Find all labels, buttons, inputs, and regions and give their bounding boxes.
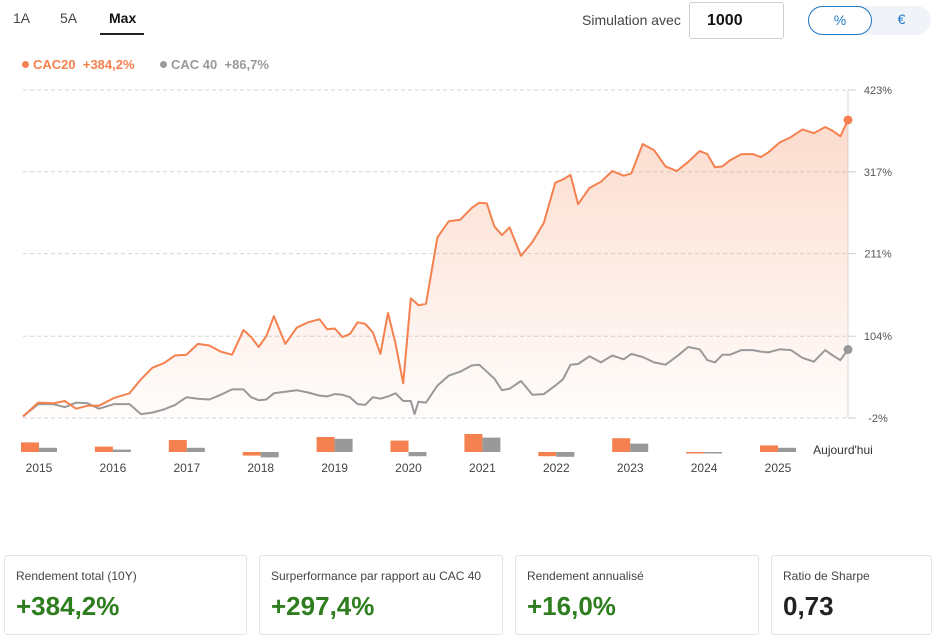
simulation-label: Simulation avec	[582, 12, 681, 28]
stat-label: Rendement annualisé	[527, 569, 644, 583]
legend-item-cac40[interactable]: CAC 40 +86,7%	[160, 57, 269, 72]
annual-bar-cac20	[316, 437, 335, 452]
annual-bar-cac40	[39, 447, 57, 452]
stat-card-outperformance: Surperformance par rapport au CAC 40 +29…	[259, 555, 503, 635]
annual-bar-cac40	[186, 447, 205, 452]
x-tick-label: 2023	[617, 461, 644, 475]
cac40-line	[22, 346, 849, 418]
today-label: Aujourd'hui	[813, 443, 873, 457]
tab-max[interactable]: Max	[109, 10, 137, 26]
annual-bar-cac40	[408, 452, 427, 457]
annual-bar-cac20	[21, 442, 39, 452]
y-tick-label: 317%	[864, 167, 892, 179]
annual-bar-cac20	[686, 452, 705, 454]
annual-bar-cac20	[94, 446, 113, 452]
x-tick-label: 2024	[691, 461, 718, 475]
stat-value: +384,2%	[16, 591, 120, 621]
tab-1a[interactable]: 1A	[13, 10, 31, 26]
annual-bar-cac40	[630, 443, 649, 452]
annual-bar-cac40	[482, 437, 501, 452]
stat-card-total-return: Rendement total (10Y) +384,2%	[4, 555, 247, 635]
x-tick-label: 2020	[395, 461, 422, 475]
annual-bar-cac40	[334, 438, 353, 452]
active-tab-underline	[100, 33, 144, 35]
cac20-end-point	[843, 115, 853, 125]
y-tick-label: -2%	[868, 413, 888, 425]
annual-bar-cac40	[704, 452, 723, 454]
stat-value: +297,4%	[271, 591, 375, 621]
annual-bar-cac20	[538, 452, 557, 457]
annual-bar-cac20	[464, 434, 483, 452]
x-tick-label: 2018	[247, 461, 274, 475]
performance-chart: 423% 317% 211% 104% -2% 2015 2016 2017 2018 2019 2…	[21, 85, 892, 475]
annual-bar-cac40	[112, 449, 131, 452]
y-tick-label: 211%	[864, 249, 892, 261]
x-tick-label: 2019	[321, 461, 348, 475]
annual-bar-cac20	[168, 440, 187, 452]
stat-label: Surperformance par rapport au CAC 40	[271, 569, 482, 583]
y-tick-label: 104%	[864, 331, 892, 343]
annual-bar-cac40	[556, 452, 575, 457]
legend-name-cac20: CAC20	[33, 57, 76, 72]
annual-bar-cac20	[612, 438, 631, 452]
stat-card-annualized-return: Rendement annualisé +16,0%	[515, 555, 759, 635]
legend-item-cac20[interactable]: CAC20 +384,2%	[22, 57, 135, 72]
simulation-amount-input[interactable]	[689, 2, 784, 39]
legend-dot-cac20	[22, 61, 29, 68]
cac40-end-point	[843, 345, 853, 355]
stat-value: 0,73	[783, 591, 834, 621]
x-tick-label: 2016	[100, 461, 127, 475]
annual-bar-cac40	[778, 447, 796, 452]
legend-dot-cac40	[160, 61, 167, 68]
stat-label: Ratio de Sharpe	[783, 569, 870, 583]
legend-name-cac40: CAC 40	[171, 57, 218, 72]
annual-bar-cac20	[760, 445, 778, 452]
unit-toggle: % €	[808, 6, 931, 35]
euro-option[interactable]: €	[897, 11, 906, 27]
x-tick-label: 2022	[543, 461, 570, 475]
tab-5a[interactable]: 5A	[60, 10, 78, 26]
x-tick-label: 2021	[469, 461, 496, 475]
cac20-area	[23, 119, 848, 419]
legend-value-cac20: +384,2%	[82, 57, 135, 72]
stat-value: +16,0%	[527, 591, 616, 621]
stat-label: Rendement total (10Y)	[16, 569, 137, 583]
stat-card-sharpe-ratio: Ratio de Sharpe 0,73	[771, 555, 932, 635]
x-tick-label: 2015	[26, 461, 53, 475]
percent-option[interactable]: %	[808, 6, 872, 35]
y-tick-label: 423%	[864, 85, 892, 97]
annual-bar-cac40	[260, 452, 279, 458]
x-tick-label: 2017	[173, 461, 200, 475]
legend-value-cac40: +86,7%	[224, 57, 269, 72]
x-tick-label: 2025	[765, 461, 792, 475]
annual-bar-cac20	[390, 440, 409, 452]
cac20-line	[22, 119, 849, 418]
annual-bar-cac20	[242, 452, 261, 456]
